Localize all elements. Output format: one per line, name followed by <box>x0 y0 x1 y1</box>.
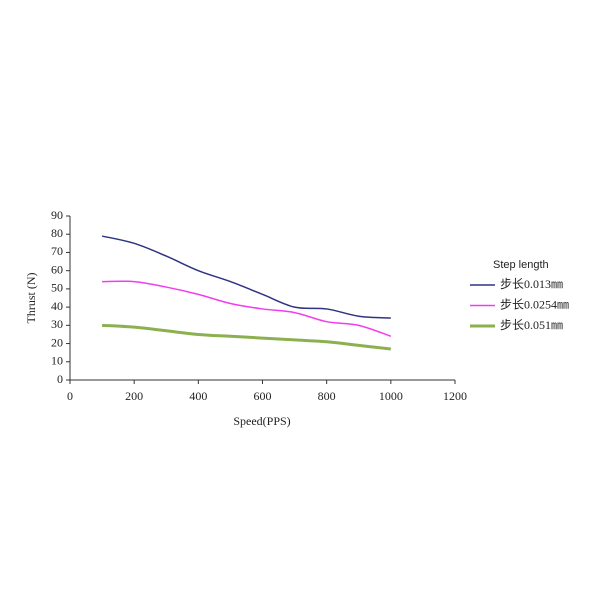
x-tick-label: 800 <box>318 389 336 403</box>
y-axis-label: Thrust (N) <box>24 273 38 324</box>
x-tick-label: 400 <box>189 389 207 403</box>
y-tick-label: 60 <box>51 262 63 276</box>
series-line <box>101 235 391 319</box>
y-tick-label: 70 <box>51 244 63 258</box>
x-axis-label: Speed(PPS) <box>233 414 290 428</box>
legend-title: Step length <box>493 259 549 271</box>
y-tick-label: 40 <box>51 299 63 313</box>
series-line <box>101 323 392 351</box>
y-tick-label: 30 <box>51 317 63 331</box>
x-tick-label: 0 <box>67 389 73 403</box>
legend-label: 步长0.013㎜ <box>500 277 563 291</box>
y-tick-label: 90 <box>51 208 63 222</box>
y-tick-label: 50 <box>51 281 63 295</box>
series-line <box>102 280 392 337</box>
legend-label: 步长0.051㎜ <box>500 318 563 332</box>
x-tick-label: 1200 <box>443 389 467 403</box>
y-tick-label: 0 <box>57 372 63 386</box>
x-tick-label: 1000 <box>379 389 403 403</box>
y-tick-label: 80 <box>51 226 63 240</box>
x-tick-label: 600 <box>254 389 272 403</box>
y-tick-label: 20 <box>51 335 63 349</box>
legend-label: 步长0.0254㎜ <box>500 297 569 311</box>
x-tick-label: 200 <box>125 389 143 403</box>
y-tick-label: 10 <box>51 354 63 368</box>
